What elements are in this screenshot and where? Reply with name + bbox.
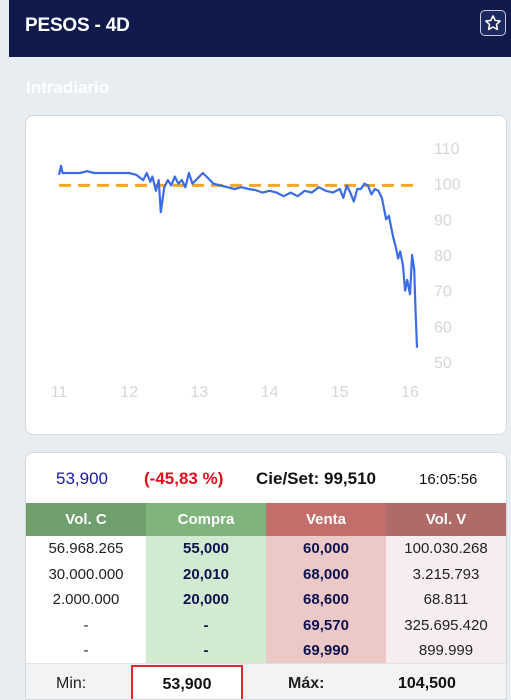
ask-volume: 325.695.420 bbox=[386, 612, 506, 638]
bid-volume: 2.000.000 bbox=[26, 587, 146, 613]
bid-volume: 30.000.000 bbox=[26, 561, 146, 587]
order-book-row: - - 69,570 325.695.420 bbox=[26, 612, 506, 638]
col-header-compra: Compra bbox=[146, 503, 266, 536]
y-tick-label: 70 bbox=[434, 284, 452, 301]
order-book-row: - - 69,990 899.999 bbox=[26, 638, 506, 664]
x-tick-label: 14 bbox=[261, 384, 279, 401]
order-book-row: 2.000.000 20,000 68,600 68.811 bbox=[26, 587, 506, 613]
ask-price: 69,570 bbox=[266, 612, 386, 638]
order-book-row: 30.000.000 20,010 68,000 3.215.793 bbox=[26, 561, 506, 587]
price-series-line bbox=[57, 164, 419, 348]
col-header-vol-c: Vol. C bbox=[26, 503, 146, 536]
bid-price: 20,010 bbox=[146, 561, 266, 587]
y-tick-label: 80 bbox=[434, 248, 452, 265]
previous-close: Cie/Set: 99,510 bbox=[256, 469, 377, 488]
bid-price: - bbox=[146, 612, 266, 638]
quote-card: 53,900 (-45,83 %) Cie/Set: 99,510 16:05:… bbox=[25, 452, 507, 700]
ask-price: 68,600 bbox=[266, 587, 386, 613]
order-book-table: Vol. C Compra Venta Vol. V 56.968.265 55… bbox=[26, 503, 506, 664]
app-header: PESOS - 4D bbox=[9, 0, 511, 57]
bid-price: 55,000 bbox=[146, 536, 266, 562]
bid-volume: - bbox=[26, 638, 146, 664]
col-header-vol-v: Vol. V bbox=[386, 503, 506, 536]
y-tick-label: 100 bbox=[434, 177, 461, 194]
max-value: 104,500 bbox=[398, 675, 456, 692]
ask-volume: 100.030.268 bbox=[386, 536, 506, 562]
min-max-row: Min: 53,900 Máx: 104,500 bbox=[26, 663, 506, 699]
max-label: Máx: bbox=[288, 675, 325, 692]
last-price: 53,900 bbox=[56, 469, 108, 488]
price-change-percent: (-45,83 %) bbox=[144, 469, 224, 488]
star-outline-icon bbox=[485, 15, 501, 31]
x-tick-label: 15 bbox=[331, 384, 349, 401]
bid-volume: 56.968.265 bbox=[26, 536, 146, 562]
order-book-header: Vol. C Compra Venta Vol. V bbox=[26, 503, 506, 536]
quote-time: 16:05:56 bbox=[419, 471, 478, 488]
col-header-venta: Venta bbox=[266, 503, 386, 536]
ask-volume: 68.811 bbox=[386, 587, 506, 613]
x-tick-label: 12 bbox=[120, 384, 138, 401]
instrument-title: PESOS - 4D bbox=[25, 15, 130, 36]
min-value-highlight: 53,900 bbox=[131, 665, 243, 699]
x-tick-label: 13 bbox=[191, 384, 209, 401]
order-book-row: 56.968.265 55,000 60,000 100.030.268 bbox=[26, 536, 506, 562]
intraday-chart-card: 110 100 90 80 70 60 50 11 12 13 14 15 16 bbox=[25, 115, 507, 435]
min-label: Min: bbox=[56, 675, 87, 692]
intraday-chart: 110 100 90 80 70 60 50 11 12 13 14 15 16 bbox=[51, 141, 461, 401]
y-tick-label: 90 bbox=[434, 212, 452, 229]
section-label-intraday: Intradiario bbox=[26, 78, 110, 97]
ask-volume: 899.999 bbox=[386, 638, 506, 664]
x-tick-label: 16 bbox=[401, 384, 419, 401]
ask-price: 60,000 bbox=[266, 536, 386, 562]
favorite-button[interactable] bbox=[480, 10, 506, 36]
x-tick-label: 11 bbox=[51, 384, 68, 401]
y-tick-label: 50 bbox=[434, 355, 452, 372]
y-tick-label: 60 bbox=[434, 319, 452, 336]
quote-summary: 53,900 (-45,83 %) Cie/Set: 99,510 16:05:… bbox=[26, 453, 506, 503]
bid-price: 20,000 bbox=[146, 587, 266, 613]
ask-price: 69,990 bbox=[266, 638, 386, 664]
min-value: 53,900 bbox=[162, 676, 212, 693]
bid-price: - bbox=[146, 638, 266, 664]
bid-volume: - bbox=[26, 612, 146, 638]
ask-volume: 3.215.793 bbox=[386, 561, 506, 587]
ask-price: 68,000 bbox=[266, 561, 386, 587]
y-tick-label: 110 bbox=[434, 141, 460, 158]
